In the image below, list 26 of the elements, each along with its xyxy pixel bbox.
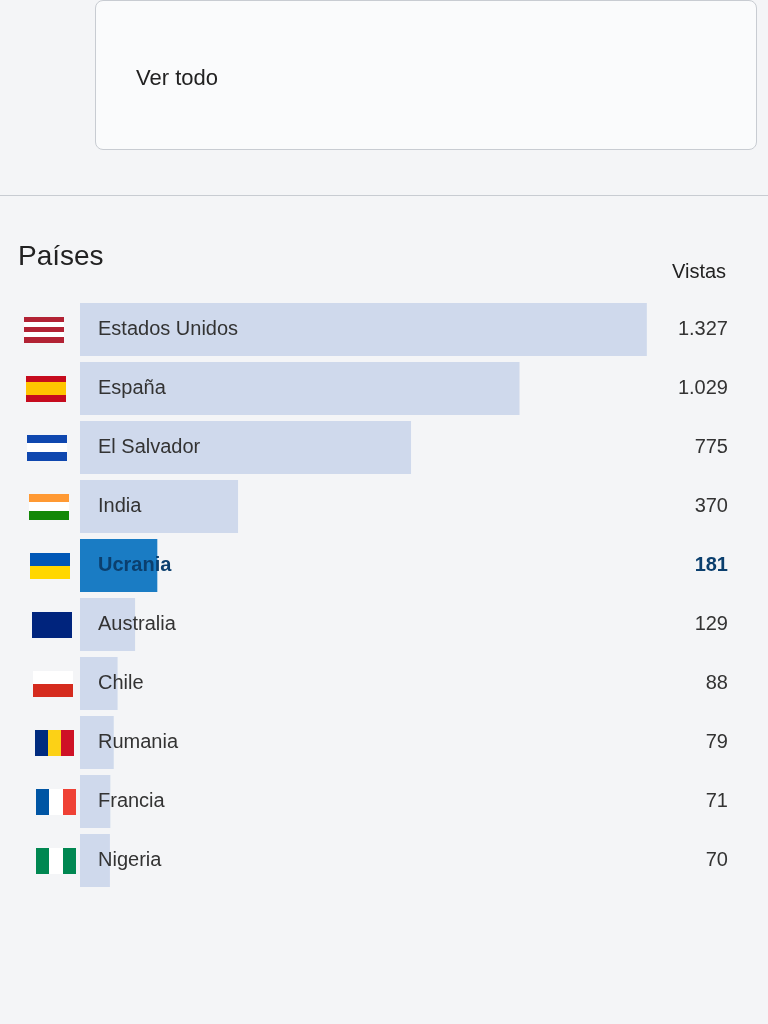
chart-title: Países: [18, 240, 104, 272]
data-label: 1.327: [677, 317, 728, 340]
y-tick-label: Rumania: [98, 730, 179, 753]
data-label: 70: [705, 848, 728, 871]
y-tick-label: Francia: [98, 789, 166, 812]
bar: [80, 479, 239, 534]
data-label: 775: [694, 435, 728, 458]
bar: [80, 420, 412, 475]
y-tick-label: España: [98, 376, 167, 399]
data-label: 129: [694, 612, 728, 635]
data-label: 181: [694, 553, 728, 576]
data-label: 79: [705, 730, 728, 753]
y-tick-label: El Salvador: [98, 435, 201, 458]
bar: [80, 361, 520, 416]
data-label: 71: [705, 789, 728, 812]
y-tick-label: Nigeria: [98, 848, 163, 871]
y-tick-label: Chile: [98, 671, 144, 694]
text: Vistas: [672, 260, 727, 283]
y-tick-label: Australia: [98, 612, 177, 635]
text: Ver todo: [136, 65, 218, 91]
data-label: 88: [705, 671, 728, 694]
data-label: 1.029: [677, 376, 728, 399]
y-tick-label: Estados Unidos: [98, 317, 239, 340]
data-label: 370: [694, 494, 728, 517]
bar: [80, 302, 647, 357]
y-tick-label: India: [98, 494, 143, 517]
